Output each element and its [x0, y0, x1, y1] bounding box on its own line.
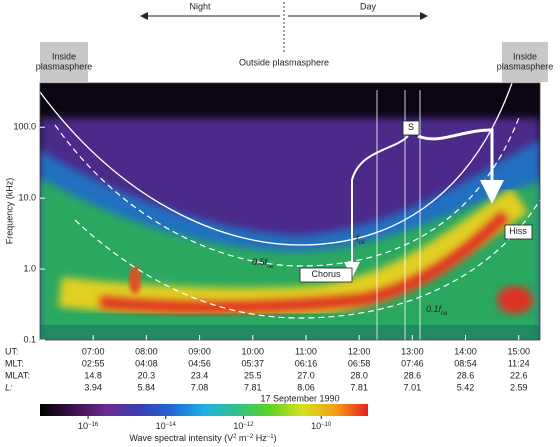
ephemeris-value: 07:46: [401, 358, 424, 368]
colorbar-tick-base: 10: [233, 421, 243, 431]
y-tick-label: 10.0: [18, 193, 36, 203]
x-tick-label: 10:00: [242, 346, 265, 356]
colorbar-tick-base: 10: [78, 421, 88, 431]
day-label: Day: [360, 1, 377, 11]
x-tick-label: 14:00: [454, 346, 477, 356]
x-tick-label: 09:00: [188, 346, 211, 356]
colorbar: [40, 404, 368, 416]
x-tick-label: 07:00: [82, 346, 105, 356]
y-tick-label: 0.1: [23, 334, 36, 344]
date: 17 September 1990: [260, 393, 339, 403]
ephemeris-label: MLT:: [5, 358, 24, 368]
ephemeris-value: 25.5: [244, 370, 262, 380]
colorbar-tick-base: 10: [156, 421, 166, 431]
annotation-sub: ce: [359, 240, 366, 246]
region-label: plasmasphere: [497, 61, 554, 71]
x-tick-label: 15:00: [507, 346, 530, 356]
plot-frame: [39, 82, 541, 341]
colorbar-tick-label: 10−16: [78, 421, 99, 431]
colorbar-tick-exponent: −12: [243, 422, 254, 428]
colorbar-tick-exponent: −14: [166, 422, 177, 428]
y-tick-label: 100.0: [13, 122, 36, 132]
ephemeris-value: 7.01: [404, 382, 422, 392]
region-box: [502, 42, 548, 82]
ephemeris-value: 5.42: [457, 382, 475, 392]
colorbar-tick-exponent: −10: [321, 422, 332, 428]
y-tick-label: 1.0: [23, 263, 36, 273]
y-axis-label: Frequency (kHz): [4, 178, 14, 245]
annotation-box: [504, 224, 533, 240]
ephemeris-value: 04:08: [135, 358, 158, 368]
annotation-sub: ce: [267, 264, 274, 270]
ephemeris-value: 14.8: [84, 370, 102, 380]
ephemeris-value: 05:37: [242, 358, 265, 368]
ephemeris-label: MLAT:: [5, 370, 30, 380]
ephemeris-value: 8.06: [297, 382, 315, 392]
ephemeris-value: 20.3: [138, 370, 156, 380]
ephemeris-value: 04:56: [188, 358, 211, 368]
annotation: fce: [356, 233, 366, 245]
ephemeris-value: 02:55: [82, 358, 105, 368]
x-tick-label: 11:00: [295, 346, 317, 356]
annotation-text: 0.1f: [426, 304, 443, 314]
region-label: Inside: [513, 51, 537, 61]
ephemeris-value: 06:16: [295, 358, 318, 368]
ephemeris-value: 22.6: [510, 370, 528, 380]
x-tick-label: 13:00: [401, 346, 424, 356]
region-label: Outside plasmasphere: [239, 57, 329, 67]
colorbar-tick-exponent: −16: [88, 422, 99, 428]
ephemeris-value: 23.4: [191, 370, 209, 380]
ephemeris-value: 2.59: [510, 382, 528, 392]
annotation-text: Hiss: [509, 226, 527, 236]
annotation-box: [402, 120, 420, 136]
ephemeris-value: 7.81: [244, 382, 262, 392]
annotation: 0.1fce: [426, 304, 448, 316]
annotation-text: S: [408, 122, 414, 132]
annotation: Hiss: [509, 226, 527, 236]
ephemeris-value: 7.08: [191, 382, 209, 392]
annotation: Chorus: [311, 269, 341, 279]
annotation: S: [408, 122, 414, 132]
ephemeris-label: L:: [5, 382, 13, 392]
ephemeris-value: 28.6: [404, 370, 422, 380]
spectrogram: [40, 83, 540, 340]
ephemeris-value: 11:24: [508, 358, 530, 368]
colorbar-tick-label: 10−12: [233, 421, 254, 431]
annotation-text: 0.5f: [252, 257, 269, 267]
annotation-box: [299, 267, 353, 283]
colorbar-tick-label: 10−10: [311, 421, 332, 431]
ephemeris-value: 28.0: [350, 370, 368, 380]
ephemeris-value: 28.6: [457, 370, 475, 380]
ephemeris-value: 27.0: [297, 370, 315, 380]
region-box: [40, 42, 88, 82]
annotation-text: Chorus: [311, 269, 341, 279]
ephemeris-value: 5.84: [138, 382, 156, 392]
annotation: 0.5fce: [252, 257, 274, 269]
ephemeris-value: 3.94: [84, 382, 102, 392]
colorbar-tick-base: 10: [311, 421, 321, 431]
x-tick-label: 08:00: [135, 346, 158, 356]
x-tick-label: 12:00: [348, 346, 371, 356]
x-row-label: UT:: [5, 346, 19, 356]
ephemeris-value: 08:54: [454, 358, 477, 368]
night-label: Night: [189, 1, 211, 11]
region-label: Inside: [52, 51, 76, 61]
region-label: plasmasphere: [36, 61, 93, 71]
colorbar-tick-label: 10−14: [156, 421, 177, 431]
annotation-sub: ce: [441, 311, 448, 317]
colorbar-label: Wave spectral intensity (V2 m−2 Hz−1): [129, 433, 276, 443]
ephemeris-value: 06:58: [348, 358, 371, 368]
annotation-text: f: [356, 233, 360, 243]
ephemeris-value: 7.81: [350, 382, 368, 392]
